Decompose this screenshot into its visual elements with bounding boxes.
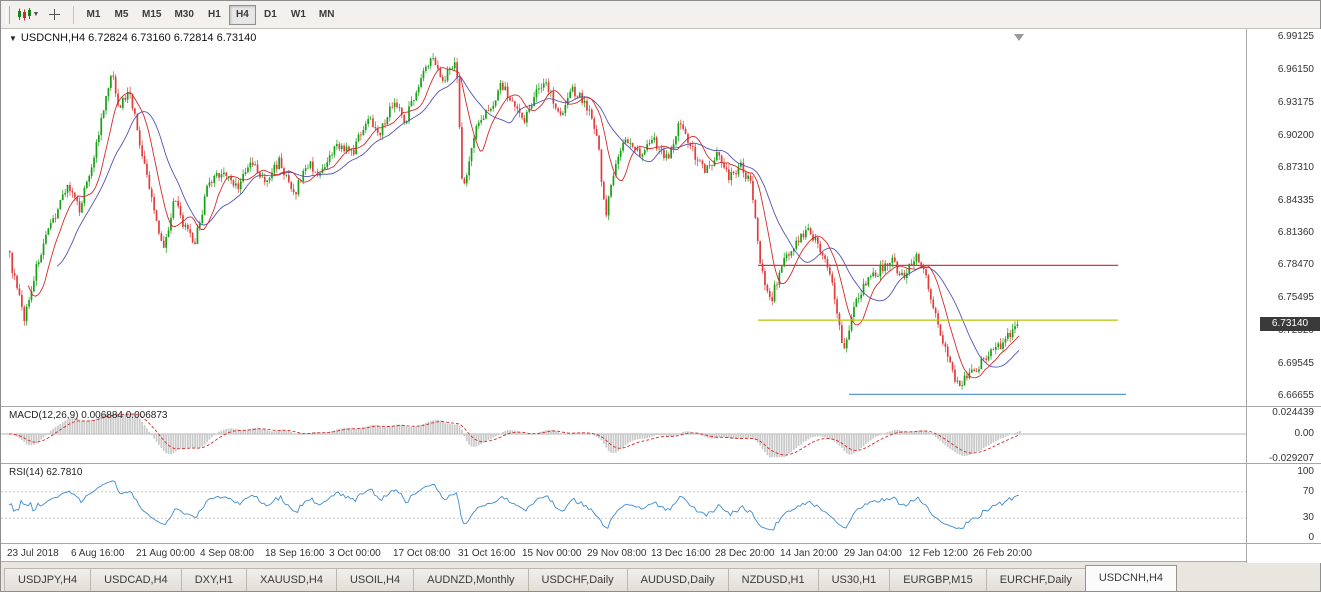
time-axis-tick: 29 Jan 04:00 [844, 548, 902, 559]
time-axis-tick: 3 Oct 00:00 [329, 548, 381, 559]
panel-separator[interactable] [1, 406, 1321, 407]
candlestick-chart-icon [17, 8, 31, 21]
rsi-indicator-label: RSI(14) 62.7810 [9, 467, 83, 478]
timeframe-button-m1[interactable]: M1 [80, 5, 107, 25]
chart-tab-dxy-h1[interactable]: DXY,H1 [180, 568, 248, 591]
rsi-axis-tick: 70 [1302, 486, 1314, 497]
timeframe-button-h4[interactable]: H4 [228, 4, 256, 25]
chart-tab-bar: USDJPY,H4 USDCAD,H4 DXY,H1 XAUUSD,H4 USOIL,H… [1, 561, 1320, 591]
price-axis-separator [1246, 29, 1247, 563]
chart-tab-us30-h1[interactable]: US30,H1 [817, 568, 891, 591]
chart-tab-usdcad-h4[interactable]: USDCAD,H4 [90, 568, 182, 591]
symbol-marker-icon: ▼ [9, 34, 17, 43]
chart-tab-nzdusd-h1[interactable]: NZDUSD,H1 [727, 568, 819, 591]
time-axis[interactable]: 23 Jul 2018 6 Aug 16:00 21 Aug 00:00 4 Sep … [1, 544, 1246, 563]
chart-title: ▼ USDCNH,H4 6.72824 6.73160 6.72814 6.731… [9, 32, 256, 44]
time-axis-tick: 13 Dec 16:00 [651, 548, 711, 559]
rsi-axis-tick: 0 [1308, 532, 1314, 543]
macd-axis-tick: 0.024439 [1272, 407, 1314, 418]
rsi-axis-tick: 30 [1302, 512, 1314, 523]
price-axis-tick: 6.78470 [1277, 259, 1314, 270]
chart-tab-eurgbp-m15[interactable]: EURGBP,M15 [889, 568, 987, 591]
time-axis-tick: 28 Dec 20:00 [715, 548, 775, 559]
rsi-axis-tick: 100 [1297, 466, 1314, 477]
timeframe-button-m15[interactable]: M15 [136, 5, 167, 25]
chart-tab-xauusd-h4[interactable]: XAUUSD,H4 [246, 568, 337, 591]
last-price-badge: 6.73140 [1260, 317, 1320, 331]
rsi-panel-canvas[interactable] [1, 464, 1246, 543]
timeframe-button-group: M1 M5 M15 M30 H1 H4 D1 W1 MN [80, 4, 341, 25]
time-axis-tick: 15 Nov 00:00 [522, 548, 582, 559]
chart-tab-audusd-daily[interactable]: AUDUSD,Daily [626, 568, 729, 591]
price-axis-tick: 6.66655 [1277, 390, 1314, 401]
chart-shift-marker-icon[interactable] [1014, 34, 1024, 41]
time-axis-tick: 18 Sep 16:00 [265, 548, 325, 559]
price-axis-tick: 6.75495 [1277, 292, 1314, 303]
chart-tab-usdcnh-h4[interactable]: USDCNH,H4 [1084, 565, 1178, 591]
chart-tab-usdjpy-h4[interactable]: USDJPY,H4 [4, 568, 92, 591]
chart-title-text: USDCNH,H4 6.72824 6.73160 6.72814 6.7314… [20, 32, 257, 44]
price-axis-tick: 6.93175 [1277, 97, 1314, 108]
price-axis-tick: 6.90200 [1277, 130, 1314, 141]
price-chart-canvas[interactable] [1, 29, 1246, 406]
price-axis-tick: 6.81360 [1277, 227, 1314, 238]
timeframe-button-mn[interactable]: MN [313, 5, 341, 25]
time-axis-tick: 23 Jul 2018 [7, 548, 59, 559]
time-axis-tick: 14 Jan 20:00 [780, 548, 838, 559]
crosshair-icon [48, 9, 60, 20]
macd-axis-tick: -0.029207 [1268, 453, 1314, 464]
chart-tab-usdchf-daily[interactable]: USDCHF,Daily [527, 568, 628, 591]
chart-tab-audnzd-monthly[interactable]: AUDNZD,Monthly [413, 568, 529, 591]
timeframe-toolbar: ▼ M1 M5 M15 M30 H1 H4 D1 W1 MN [1, 1, 1320, 29]
chart-area: ▼ USDCNH,H4 6.72824 6.73160 6.72814 6.731… [1, 29, 1321, 563]
price-axis-tick: 6.84335 [1277, 195, 1314, 206]
time-axis-tick: 12 Feb 12:00 [909, 548, 968, 559]
time-axis-tick: 29 Nov 08:00 [587, 548, 647, 559]
chevron-down-icon: ▼ [32, 11, 40, 18]
timeframe-button-w1[interactable]: W1 [285, 5, 312, 25]
crosshair-button[interactable] [41, 4, 67, 25]
toolbar-grip[interactable] [6, 5, 10, 24]
time-axis-tick: 17 Oct 08:00 [393, 548, 451, 559]
price-axis-tick: 6.99125 [1277, 31, 1314, 42]
price-axis[interactable]: 6.73140 6.99125 6.96150 6.93175 6.90200 6.87… [1247, 29, 1321, 563]
time-axis-tick: 6 Aug 16:00 [71, 548, 125, 559]
timeframe-button-d1[interactable]: D1 [257, 5, 284, 25]
macd-axis-tick: 0.00 [1294, 428, 1314, 439]
time-axis-tick: 31 Oct 16:00 [458, 548, 516, 559]
price-axis-tick: 6.96150 [1277, 64, 1314, 75]
time-axis-tick: 4 Sep 08:00 [200, 548, 254, 559]
chart-tab-usoil-h4[interactable]: USOIL,H4 [335, 568, 415, 591]
timeframe-button-m30[interactable]: M30 [168, 5, 199, 25]
chart-tab-eurchf-daily[interactable]: EURCHF,Daily [985, 568, 1086, 591]
macd-indicator-label: MACD(12,26,9) 0.006884 0.006873 [9, 410, 168, 421]
timeframe-button-h1[interactable]: H1 [201, 5, 228, 25]
macd-panel-canvas[interactable] [1, 407, 1246, 463]
chart-type-button[interactable]: ▼ [15, 4, 41, 25]
panel-separator[interactable] [1, 463, 1321, 464]
panel-separator [1, 543, 1321, 544]
timeframe-button-m5[interactable]: M5 [108, 5, 135, 25]
time-axis-tick: 26 Feb 20:00 [973, 548, 1032, 559]
time-axis-tick: 21 Aug 00:00 [136, 548, 195, 559]
price-axis-tick: 6.87310 [1277, 162, 1314, 173]
price-axis-tick: 6.69545 [1277, 358, 1314, 369]
toolbar-separator [73, 5, 74, 24]
